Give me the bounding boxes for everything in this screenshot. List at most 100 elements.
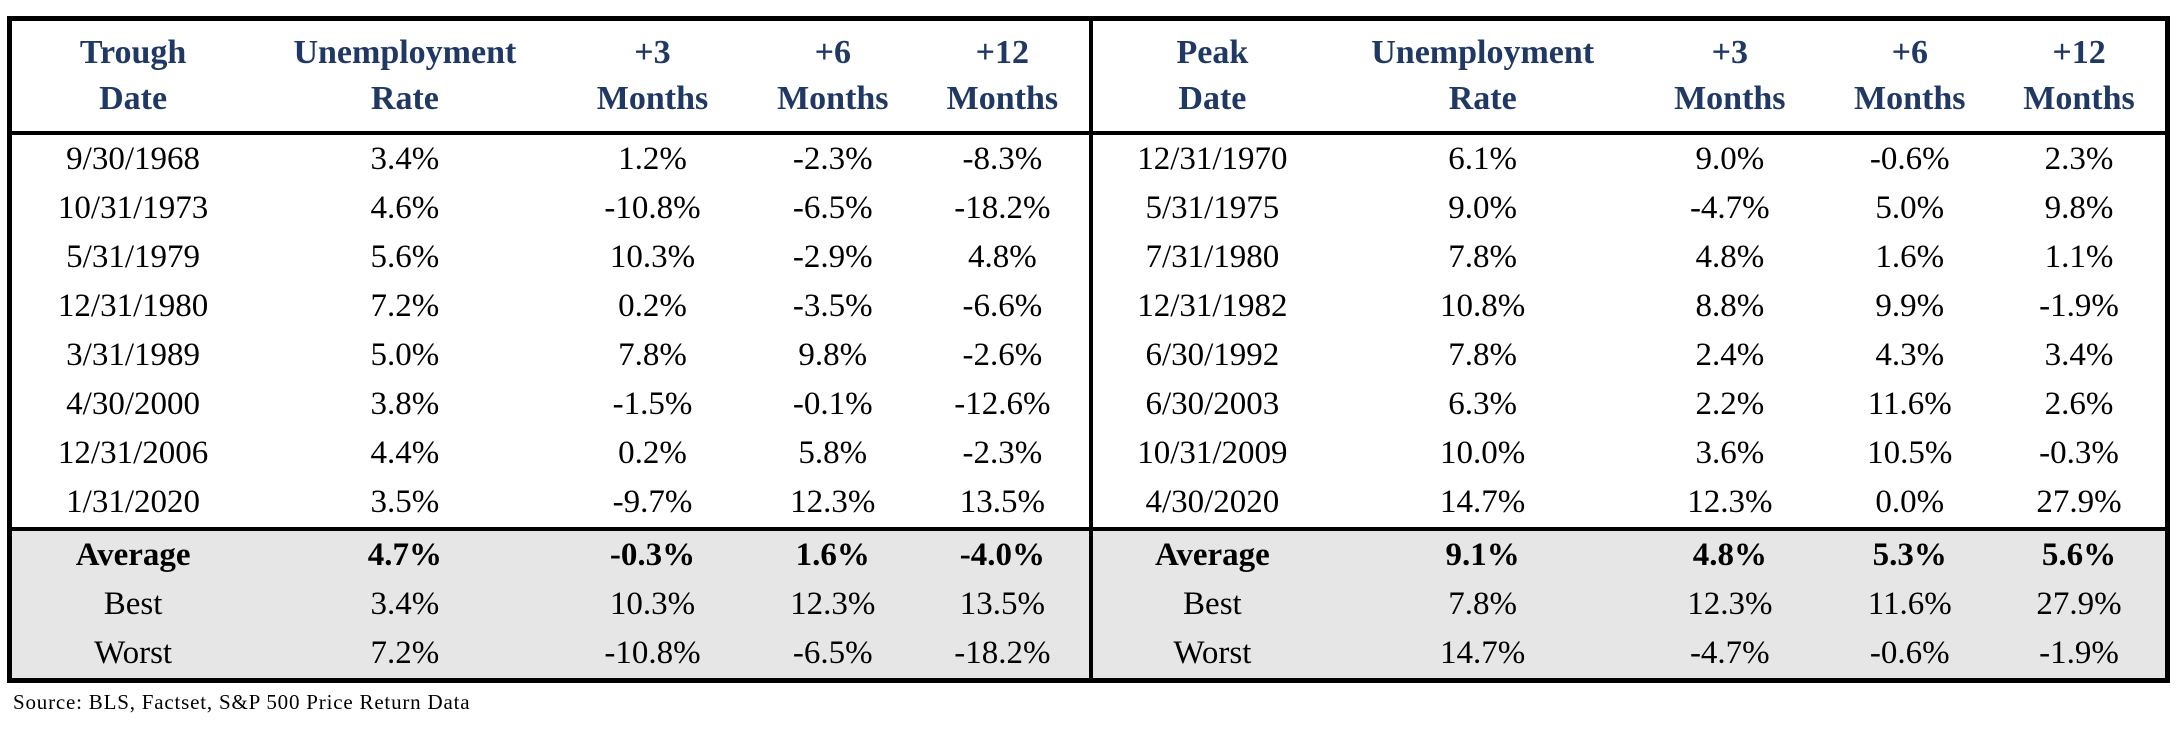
value-cell: 4.4% <box>370 435 440 471</box>
header-trough-date: Trough Date <box>12 21 255 135</box>
value-cell: -2.3% <box>792 141 873 177</box>
summary-row: Average 4.7% -0.3% 1.6% -4.0% <box>12 527 1089 580</box>
value-cell: 0.0% <box>1875 484 1945 520</box>
value-cell: 10.8% <box>1440 288 1526 324</box>
header-unemployment-rate: Unemployment Rate <box>1332 21 1634 135</box>
value-cell: -18.2% <box>916 629 1089 678</box>
data-row: 5/31/1979 5.6% 10.3% -2.9% 4.8% <box>12 233 1089 282</box>
value-cell: 1.1% <box>2044 239 2114 275</box>
header-plus-3-months: +3 Months <box>555 21 750 135</box>
value-cell: 10.0% <box>1440 435 1526 471</box>
value-cell: -9.7% <box>612 484 693 520</box>
header-plus-3-months: +3 Months <box>1633 21 1827 135</box>
row-label-cell: 12/31/1970 <box>1137 141 1288 177</box>
data-row: 6/30/1992 7.8% 2.4% 4.3% 3.4% <box>1091 331 2166 380</box>
data-row: 10/31/2009 10.0% 3.6% 10.5% -0.3% <box>1091 429 2166 478</box>
value-cell: 2.4% <box>1695 337 1765 373</box>
value-cell: -4.0% <box>916 527 1089 580</box>
value-cell: 27.9% <box>1993 580 2165 629</box>
row-label-cell: 12/31/1982 <box>1137 288 1288 324</box>
value-cell: -10.8% <box>555 629 750 678</box>
value-cell: -1.9% <box>1993 629 2165 678</box>
header-plus-6-months: +6 Months <box>749 21 917 135</box>
data-row: 12/31/1982 10.8% 8.8% 9.9% -1.9% <box>1091 282 2166 331</box>
table-peak-header-row: Peak Date Unemployment Rate +3 Months +6… <box>1090 21 2165 135</box>
value-cell: 2.2% <box>1695 386 1765 422</box>
value-cell: -4.7% <box>1689 190 1770 226</box>
value-cell: -1.5% <box>612 386 693 422</box>
value-cell: 10.5% <box>1867 435 1953 471</box>
header-plus-6-months: +6 Months <box>1826 21 1994 135</box>
value-cell: 7.8% <box>1448 337 1518 373</box>
value-cell: 0.2% <box>618 288 687 324</box>
summary-row: Average 9.1% 4.8% 5.3% 5.6% <box>1090 527 2165 580</box>
header-plus-12-months: +12 Months <box>1993 21 2165 135</box>
value-cell: 7.2% <box>254 629 556 678</box>
value-cell: 6.1% <box>1448 141 1518 177</box>
data-row: 3/31/1989 5.0% 7.8% 9.8% -2.6% <box>12 331 1089 380</box>
value-cell: 5.6% <box>370 239 440 275</box>
value-cell: 4.8% <box>1695 239 1765 275</box>
data-row: 7/31/1980 7.8% 4.8% 1.6% 1.1% <box>1091 233 2166 282</box>
row-label-cell: Worst <box>1090 629 1333 678</box>
row-label-cell: 4/30/2000 <box>66 386 201 422</box>
data-row: 4/30/2020 14.7% 12.3% 0.0% 27.9% <box>1091 478 2166 529</box>
page: Trough Date Unemployment Rate +3 Months … <box>7 16 2170 714</box>
value-cell: -0.6% <box>1869 141 1950 177</box>
table-trough-header-row: Trough Date Unemployment Rate +3 Months … <box>12 21 1089 135</box>
value-cell: 14.7% <box>1440 484 1526 520</box>
value-cell: -4.7% <box>1633 629 1827 678</box>
value-cell: -6.5% <box>792 190 873 226</box>
header-peak-date: Peak Date <box>1090 21 1333 135</box>
summary-row: Best 3.4% 10.3% 12.3% 13.5% <box>12 580 1089 629</box>
value-cell: -18.2% <box>954 190 1051 226</box>
data-row: 5/31/1975 9.0% -4.7% 5.0% 9.8% <box>1091 184 2166 233</box>
value-cell: -10.8% <box>604 190 701 226</box>
value-cell: 9.0% <box>1695 141 1765 177</box>
value-cell: 11.6% <box>1826 580 1994 629</box>
table-trough: Trough Date Unemployment Rate +3 Months … <box>12 21 1089 678</box>
value-cell: 4.8% <box>967 239 1037 275</box>
value-cell: 12.3% <box>1687 484 1773 520</box>
data-row: 12/31/1980 7.2% 0.2% -3.5% -6.6% <box>12 282 1089 331</box>
row-label-cell: 1/31/2020 <box>66 484 201 520</box>
value-cell: 5.0% <box>370 337 440 373</box>
row-label-cell: 9/30/1968 <box>66 141 201 177</box>
value-cell: 14.7% <box>1332 629 1634 678</box>
value-cell: 3.6% <box>1695 435 1765 471</box>
header-unemployment-rate: Unemployment Rate <box>254 21 556 135</box>
value-cell: -6.5% <box>749 629 917 678</box>
value-cell: 3.8% <box>370 386 440 422</box>
value-cell: 9.9% <box>1875 288 1945 324</box>
value-cell: 4.8% <box>1633 527 1827 580</box>
value-cell: 7.8% <box>1332 580 1634 629</box>
value-cell: 3.4% <box>2044 337 2114 373</box>
value-cell: 9.8% <box>2044 190 2114 226</box>
header-plus-12-months: +12 Months <box>916 21 1089 135</box>
value-cell: 27.9% <box>2036 484 2122 520</box>
row-label-cell: 5/31/1979 <box>66 239 201 275</box>
row-label-cell: 12/31/1980 <box>57 288 209 324</box>
value-cell: 7.8% <box>1448 239 1518 275</box>
value-cell: 7.8% <box>618 337 687 373</box>
row-label-cell: 10/31/1973 <box>57 190 209 226</box>
value-cell: -3.5% <box>792 288 873 324</box>
value-cell: 13.5% <box>916 580 1089 629</box>
value-cell: -1.9% <box>2039 288 2119 324</box>
value-cell: 12.3% <box>790 484 876 520</box>
row-label-cell: Best <box>1090 580 1333 629</box>
value-cell: 1.2% <box>618 141 687 177</box>
row-label-cell: 4/30/2020 <box>1145 484 1280 520</box>
data-row: 10/31/1973 4.6% -10.8% -6.5% -18.2% <box>12 184 1089 233</box>
row-label-cell: Worst <box>12 629 255 678</box>
value-cell: -12.6% <box>954 386 1051 422</box>
value-cell: 2.3% <box>2044 141 2114 177</box>
data-row: 9/30/1968 3.4% 1.2% -2.3% -8.3% <box>12 133 1089 184</box>
data-row: 12/31/1970 6.1% 9.0% -0.6% 2.3% <box>1091 133 2166 184</box>
value-cell: 13.5% <box>959 484 1045 520</box>
value-cell: 6.3% <box>1448 386 1518 422</box>
value-cell: 3.4% <box>370 141 440 177</box>
value-cell: 4.6% <box>370 190 440 226</box>
data-row: 4/30/2000 3.8% -1.5% -0.1% -12.6% <box>12 380 1089 429</box>
value-cell: 4.3% <box>1875 337 1945 373</box>
